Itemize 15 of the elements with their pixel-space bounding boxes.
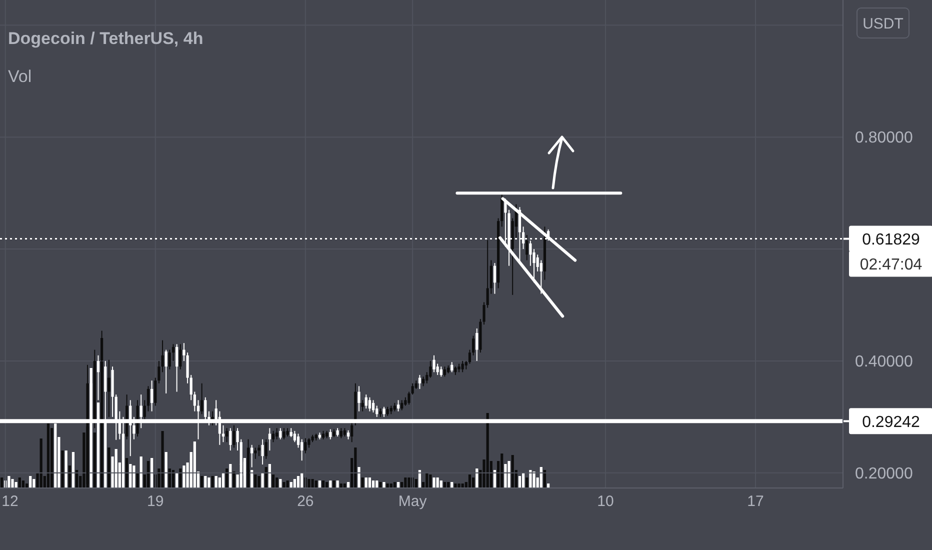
x-tick-label: 10 — [597, 493, 614, 510]
y-tick-label: 0.20000 — [855, 465, 913, 482]
y-tick-label: 0.40000 — [855, 354, 913, 371]
x-tick-label: 12 — [2, 493, 18, 510]
x-tick-label: May — [398, 493, 428, 510]
ref-line-label: 0.61829 — [862, 231, 920, 248]
text: USDT — [862, 15, 904, 32]
text: Dogecoin / TetherUS, 4h — [8, 29, 204, 48]
y-tick-label: 0.80000 — [855, 130, 913, 147]
x-tick-label: 19 — [147, 493, 164, 510]
ref-line-label: 0.29242 — [862, 414, 920, 431]
x-tick-label: 17 — [747, 493, 764, 510]
text: 02:47:04 — [860, 256, 922, 274]
x-tick-label: 26 — [297, 493, 314, 510]
chart-title: Vol — [8, 67, 32, 86]
